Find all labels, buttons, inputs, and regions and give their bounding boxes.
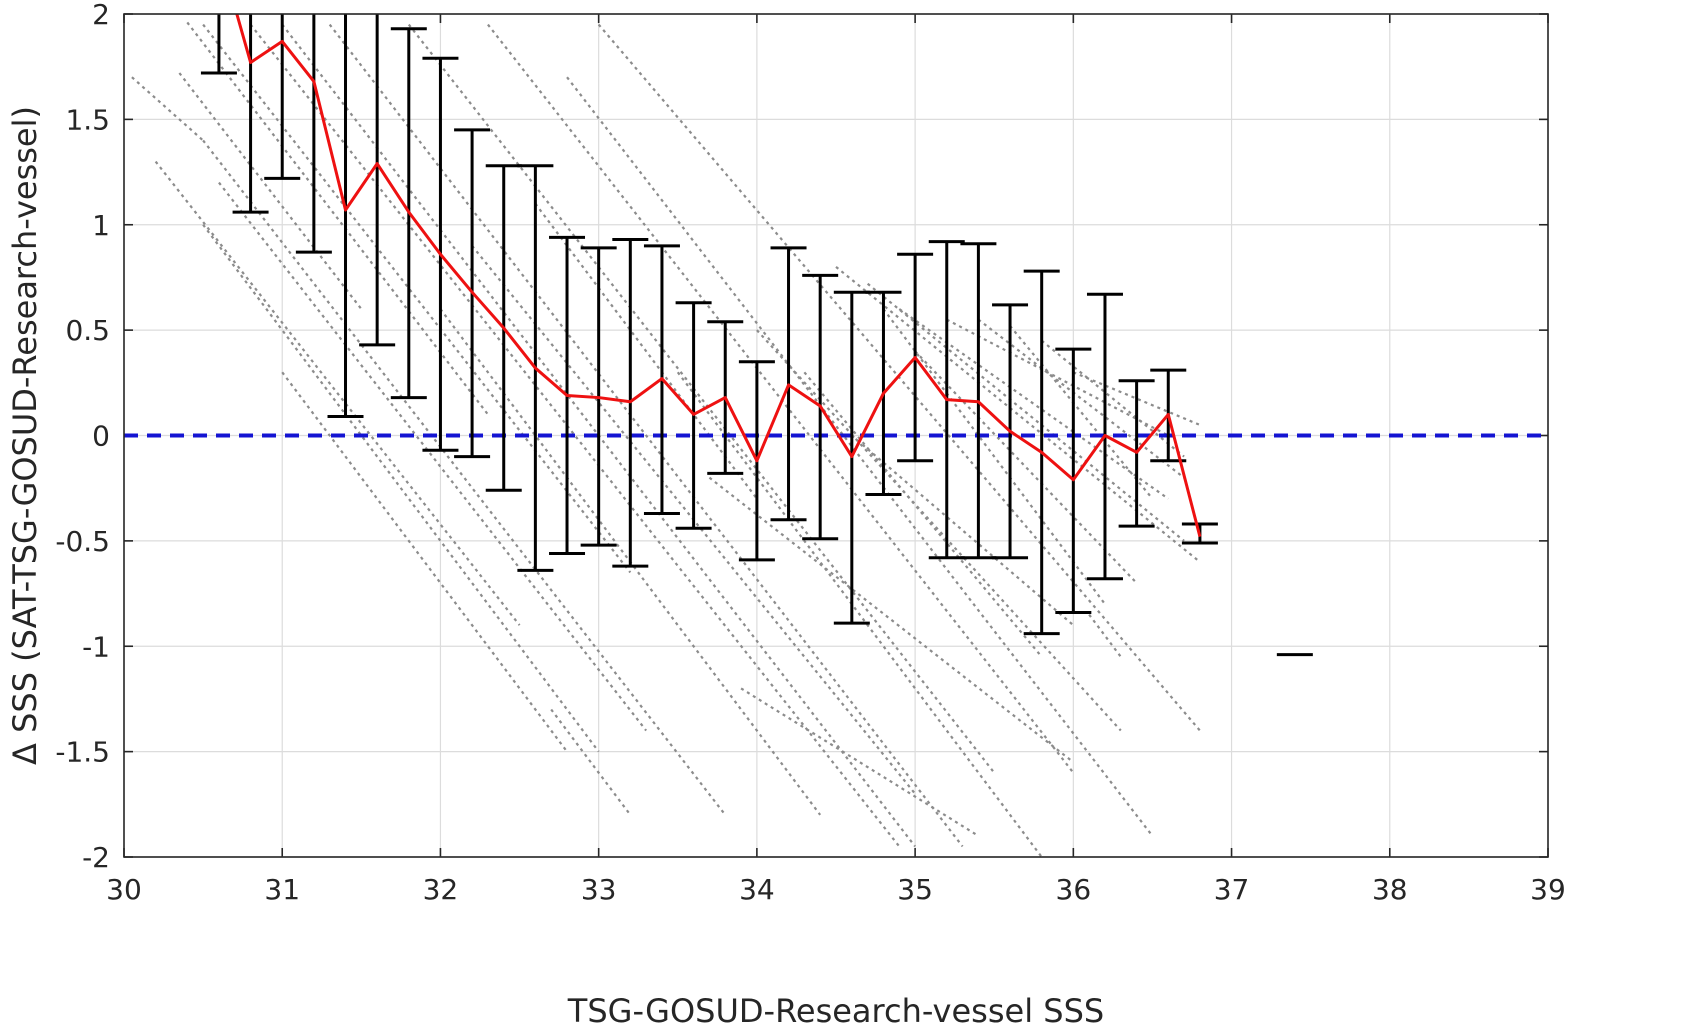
x-tick-label: 31 (264, 873, 300, 906)
scatter-track (1009, 325, 1154, 500)
scatter-track (178, 72, 363, 310)
scatter-track (534, 203, 758, 500)
y-axis-label: Δ SSS (SAT-TSG-GOSUD-Research-vessel) (6, 106, 44, 765)
scatter-track (407, 23, 996, 774)
x-tick-label: 38 (1372, 873, 1408, 906)
scatter-track (550, 708, 632, 816)
x-axis-label: TSG-GOSUD-Research-vessel SSS (567, 992, 1104, 1030)
scatter-track (914, 350, 1138, 584)
x-tick-label: 37 (1214, 873, 1250, 906)
y-tick-label: 0.5 (65, 314, 110, 347)
scatter-track (835, 266, 1201, 563)
y-tick-label: -1.5 (55, 736, 110, 769)
y-tick-label: 1 (92, 209, 110, 242)
scatter-track (218, 181, 648, 732)
y-tick-label: 2 (92, 0, 110, 31)
scatter-track (1088, 613, 1122, 658)
y-tick-label: -0.5 (55, 525, 110, 558)
axis-box (123, 13, 1549, 858)
x-tick-label: 32 (423, 873, 459, 906)
x-tick-label: 33 (581, 873, 617, 906)
x-tick-label: 36 (1056, 873, 1092, 906)
error-bar (359, 14, 396, 347)
y-tick-label: -1 (82, 630, 110, 663)
scatter-track (756, 329, 1122, 732)
y-tick-label: -2 (82, 841, 110, 874)
scatter-track (154, 160, 521, 626)
scatter-track (977, 318, 1185, 479)
x-tick-label: 35 (897, 873, 933, 906)
error-bar (232, 14, 269, 214)
y-tick-label: 0 (92, 420, 110, 453)
x-tick-label: 39 (1530, 873, 1566, 906)
scatter-track (740, 687, 979, 837)
scatter-track (281, 371, 568, 753)
scatter-track (708, 476, 1075, 764)
scatter-track (487, 23, 1075, 774)
scatter-track (803, 371, 1043, 658)
scatter-track (202, 224, 600, 753)
y-tick-labels: 2 1.5 1 0.5 0 -0.5 -1 -1.5 -2 (55, 0, 110, 874)
scatter-track (186, 21, 489, 416)
x-tick-labels: 30 31 32 33 34 35 36 37 38 39 (106, 873, 1566, 906)
y-tick-label: 1.5 (65, 103, 110, 136)
scatter-track (851, 434, 1075, 627)
scatter-track (676, 371, 1043, 857)
scatter-points (131, 21, 1201, 857)
scatter-track (202, 139, 727, 816)
error-bar (295, 14, 332, 254)
x-tick-label: 30 (106, 873, 142, 906)
mean-line (235, 14, 1202, 538)
scatter-track (131, 76, 204, 142)
scatter-track (566, 76, 1154, 837)
error-bar (264, 14, 301, 180)
mean-curve (235, 14, 1202, 538)
scatter-track (882, 308, 1106, 605)
error-bar (200, 14, 237, 75)
scatter-track (328, 23, 964, 848)
x-tick-label: 34 (739, 873, 775, 906)
scatter-track (1040, 339, 1185, 458)
scatter-track (866, 282, 1185, 542)
scatter-track (898, 308, 1169, 500)
scatter-track (1072, 371, 1201, 426)
